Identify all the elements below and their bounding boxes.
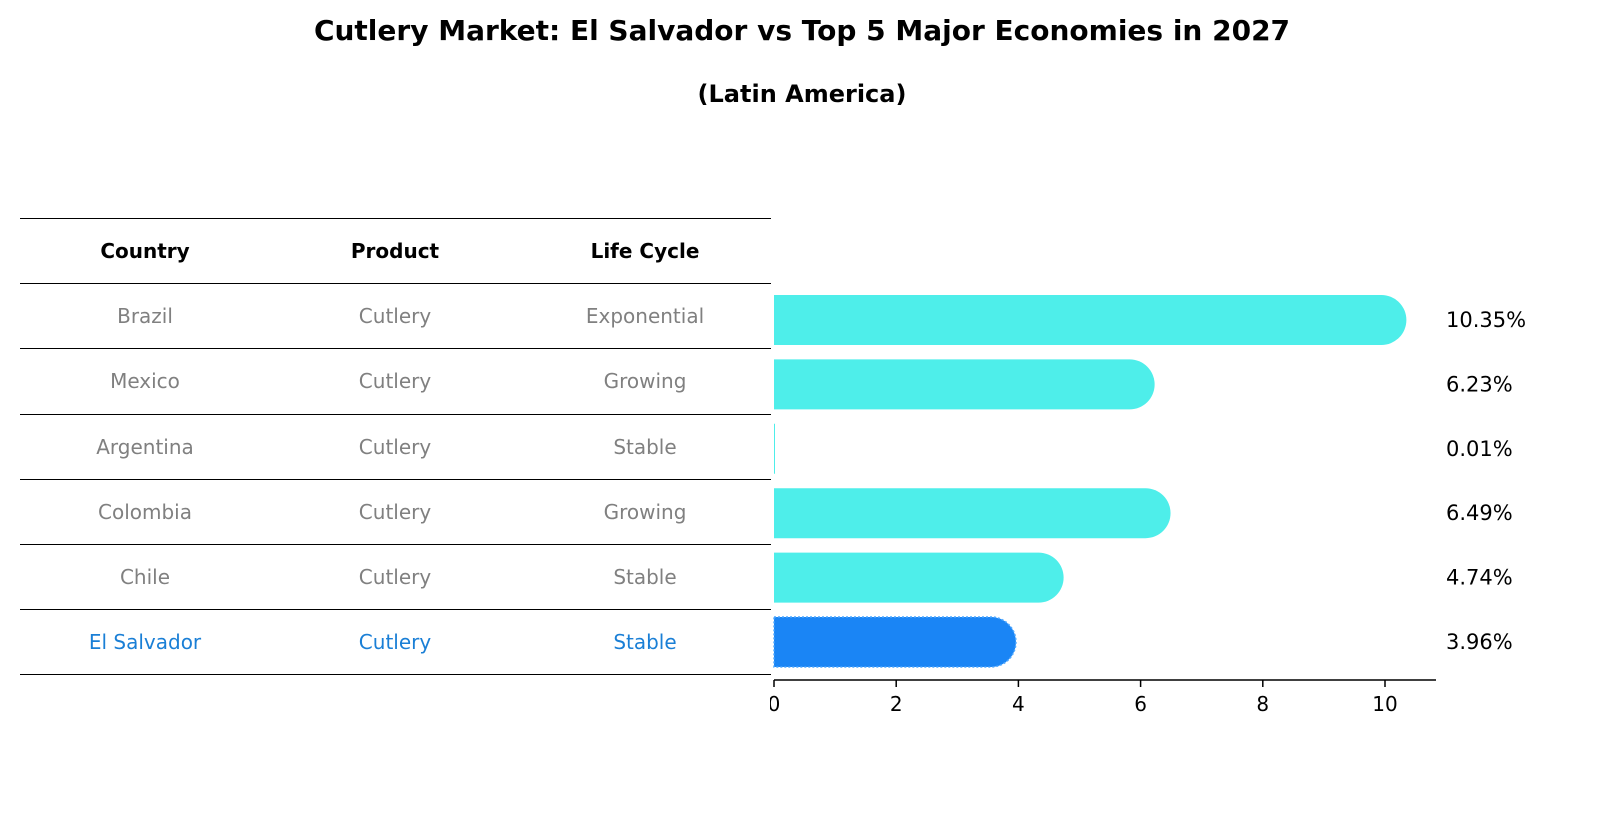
table-row: El Salvador Cutlery Stable xyxy=(20,609,771,675)
table-rule xyxy=(20,348,771,350)
bar xyxy=(774,423,775,474)
table-header-cell: Country xyxy=(100,239,190,263)
table-cell: Cutlery xyxy=(358,369,432,394)
table-cell: Cutlery xyxy=(358,565,432,589)
table-cell: Exponential xyxy=(585,304,705,329)
bar-value-label: 6.49% xyxy=(1446,501,1513,525)
x-tick-label: 2 xyxy=(890,692,903,716)
bar-chart: 10.35% 6.23% 0.01% 6.49% 4.74% 3.96% 0 2 4 6 8 10 xyxy=(770,295,1526,716)
table-row: Argentina Cutlery Stable xyxy=(20,414,771,480)
table-rule xyxy=(20,609,771,611)
table-cell: Argentina xyxy=(96,434,194,459)
table-cell: Stable xyxy=(613,630,677,655)
table-rule xyxy=(20,283,771,285)
bar xyxy=(774,488,1171,539)
table-row: Mexico Cutlery Growing xyxy=(20,348,771,414)
x-tick-label: 10 xyxy=(1372,692,1397,716)
table-rule xyxy=(20,674,771,676)
bar-value-label: 6.23% xyxy=(1446,372,1513,396)
bar xyxy=(774,552,1064,603)
x-tick-label: 4 xyxy=(1012,692,1025,716)
bar xyxy=(774,295,1407,345)
bar-value-label: 4.74% xyxy=(1446,566,1513,590)
table-rule xyxy=(20,478,771,480)
table-cell: Stable xyxy=(613,565,677,589)
table-cell: Cutlery xyxy=(358,499,432,524)
x-tick-label: 8 xyxy=(1256,692,1269,716)
bar xyxy=(774,617,1016,667)
table-rule xyxy=(20,218,771,219)
table-row: Brazil Cutlery Exponential xyxy=(20,283,771,349)
table-cell: Cutlery xyxy=(358,434,432,459)
table-cell: Growing xyxy=(603,369,687,394)
table-cell: El Salvador xyxy=(88,630,202,655)
bar-value-label: 3.96% xyxy=(1446,630,1513,654)
table-cell: Stable xyxy=(613,434,677,459)
table-header-cell: Product xyxy=(350,239,440,263)
table-row: Chile Cutlery Stable xyxy=(20,544,771,610)
table-header-row: Country Product Life Cycle xyxy=(20,218,771,284)
bar-value-label: 10.35% xyxy=(1446,308,1526,332)
table-row: Colombia Cutlery Growing xyxy=(20,479,771,545)
table-rule xyxy=(20,544,771,545)
table-cell: Cutlery xyxy=(358,304,432,329)
x-tick-label: 6 xyxy=(1134,692,1147,716)
chart-title: Cutlery Market: El Salvador vs Top 5 Maj… xyxy=(313,14,1291,47)
table-cell: Colombia xyxy=(98,499,192,524)
bar xyxy=(774,359,1155,410)
table-cell: Brazil xyxy=(117,304,173,329)
table-cell: Cutlery xyxy=(358,630,432,655)
chart-subtitle: (Latin America) xyxy=(697,80,907,108)
bar-value-label: 0.01% xyxy=(1446,437,1513,461)
table-rule xyxy=(20,413,771,415)
bar-highlight-outline xyxy=(773,616,1017,668)
table-cell: Growing xyxy=(603,499,687,524)
x-tick-label: 0 xyxy=(770,692,780,716)
table-header-cell: Life Cycle xyxy=(590,239,700,263)
table-cell: Chile xyxy=(119,565,171,589)
table-cell: Mexico xyxy=(110,369,180,394)
